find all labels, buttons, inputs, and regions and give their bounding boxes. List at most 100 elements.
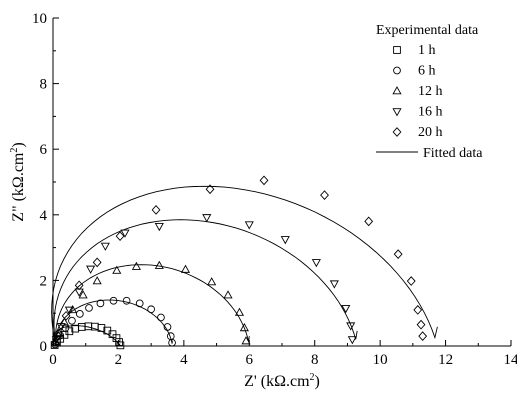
fit-curve-20h <box>51 185 438 347</box>
y-axis-title-sup: 2 <box>9 148 20 153</box>
fit-curve-16h <box>53 219 358 347</box>
data-point <box>77 323 86 331</box>
data-point <box>346 322 356 331</box>
x-axis-title-end: ) <box>315 373 320 390</box>
data-point <box>280 236 290 245</box>
legend-items: 1 h 6 h 12 h 16 h 20 h <box>392 43 443 140</box>
x-tick-label: 10 <box>373 352 388 368</box>
x-axis-title-sup: 2 <box>310 372 315 383</box>
data-point <box>53 331 63 342</box>
y-tick-label: 10 <box>32 11 47 27</box>
data-point <box>115 231 125 241</box>
data-point <box>61 310 71 321</box>
legend: Experimental data 1 h 6 h 12 h 16 h 20 h Fit… <box>376 23 483 161</box>
series-20h <box>53 175 428 342</box>
x-tick-label: 4 <box>180 352 188 368</box>
data-point <box>180 264 191 273</box>
data-point <box>393 249 403 260</box>
data-point <box>223 290 233 299</box>
fit-curve-6h <box>54 299 173 347</box>
data-point <box>147 305 155 314</box>
data-points <box>50 175 428 350</box>
y-tick-label: 2 <box>40 273 48 289</box>
data-point <box>92 276 102 285</box>
data-point <box>259 175 269 186</box>
y-tick-label: 8 <box>40 77 48 93</box>
legend-marker-16h <box>392 108 402 117</box>
data-point <box>241 336 251 345</box>
x-axis-title: Z' (kΩ.cm2) <box>244 372 320 390</box>
data-point <box>205 184 215 195</box>
data-point <box>112 265 122 274</box>
y-axis-title: Z" (kΩ.cm2) <box>9 142 27 221</box>
data-point <box>85 304 93 312</box>
y-tick-label: 6 <box>40 142 48 158</box>
y-tick-label: 4 <box>40 208 48 224</box>
legend-marker-6h <box>393 66 401 75</box>
data-point <box>108 330 117 339</box>
y-tick-label: 0 <box>40 339 48 355</box>
legend-label: 6 h <box>418 64 436 79</box>
data-point <box>347 336 357 345</box>
x-tick-label: 6 <box>246 352 254 368</box>
x-tick-label: 2 <box>115 352 123 368</box>
series-12h <box>51 260 251 346</box>
y-axis-title-main: Z" (kΩ.cm <box>10 152 27 222</box>
data-point <box>207 277 217 286</box>
legend-label: 16 h <box>418 105 443 120</box>
data-point <box>364 216 374 227</box>
data-point <box>234 307 245 316</box>
data-point <box>116 341 125 350</box>
legend-fit-label: Fitted data <box>423 146 483 161</box>
data-point <box>100 242 110 251</box>
legend-label: 1 h <box>418 43 436 58</box>
data-point <box>56 323 66 332</box>
legend-label: 12 h <box>418 84 443 99</box>
series-6h <box>51 296 176 349</box>
data-point <box>135 299 144 308</box>
data-point <box>244 221 254 230</box>
data-point <box>74 280 84 291</box>
data-point <box>75 310 84 318</box>
legend-marker-1h <box>393 46 401 54</box>
data-point <box>151 205 161 215</box>
data-point <box>97 324 106 332</box>
data-point <box>311 259 321 268</box>
data-point <box>413 305 423 315</box>
x-axis-title-main: Z' (kΩ.cm <box>244 373 310 390</box>
legend-marker-12h <box>392 86 402 95</box>
axes-frame <box>52 18 511 347</box>
x-tick-label: 0 <box>49 352 57 368</box>
data-point <box>120 229 130 238</box>
data-point <box>163 323 172 331</box>
data-point <box>154 260 164 269</box>
legend-label: 20 h <box>418 125 443 140</box>
x-tick-label: 12 <box>438 352 453 368</box>
data-point <box>86 265 96 274</box>
legend-marker-20h <box>392 127 402 137</box>
data-point <box>416 319 426 330</box>
data-point <box>64 306 74 315</box>
x-tick-label: 8 <box>311 352 319 368</box>
data-point <box>78 290 88 299</box>
data-point <box>320 190 329 200</box>
axis-ticks <box>52 17 512 347</box>
data-point <box>131 261 141 270</box>
data-point <box>406 276 416 286</box>
fit-curve-12h <box>55 264 250 347</box>
data-point <box>154 223 164 232</box>
legend-title: Experimental data <box>376 23 479 38</box>
data-point <box>68 316 76 325</box>
data-point <box>68 304 78 314</box>
tick-labels: 0 2 4 6 8 10 12 14 0 2 4 6 8 10 <box>32 11 517 368</box>
data-point <box>418 331 428 342</box>
data-point <box>96 299 105 308</box>
x-tick-label: 14 <box>504 352 517 368</box>
data-point <box>239 323 249 332</box>
data-point <box>329 280 339 289</box>
series-16h <box>51 214 357 345</box>
data-point <box>157 313 165 322</box>
data-point <box>122 296 131 305</box>
data-point <box>341 305 351 314</box>
